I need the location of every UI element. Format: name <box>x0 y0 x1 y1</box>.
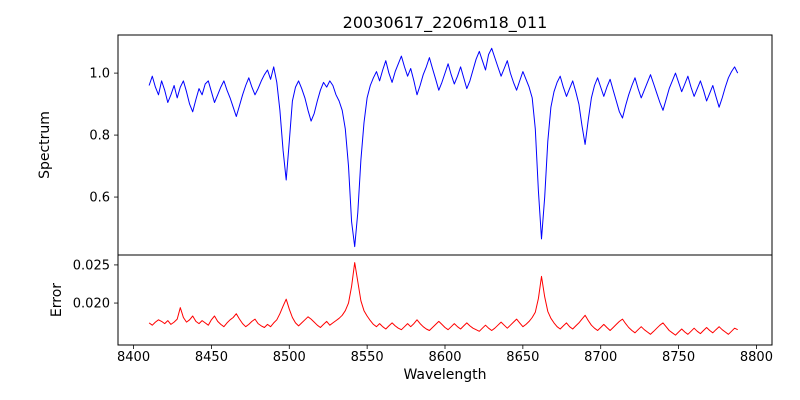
x-tick-label: 8400 <box>117 350 150 365</box>
y-tick-label: 0.8 <box>89 129 110 144</box>
y-tick-label: 0.6 <box>89 191 110 206</box>
x-tick-label: 8550 <box>351 350 384 365</box>
x-tick-label: 8800 <box>740 350 773 365</box>
y-tick-label: 0.020 <box>73 297 110 312</box>
axes-frame <box>117 34 773 256</box>
chart-title: 20030617_2206m18_011 <box>342 13 548 32</box>
x-tick-label: 8500 <box>273 350 306 365</box>
x-axis-label: Wavelength <box>403 367 487 383</box>
x-tick-label: 8700 <box>584 350 617 365</box>
x-tick-label: 8650 <box>506 350 539 365</box>
x-tick-label: 8750 <box>662 350 695 365</box>
axes-frame <box>117 254 773 346</box>
spectrum-line <box>148 47 739 248</box>
y-tick-label: 0.025 <box>73 258 110 273</box>
error-line <box>148 262 738 336</box>
y-tick-label: 1.0 <box>89 67 110 82</box>
x-tick-label: 8450 <box>195 350 228 365</box>
x-tick-label: 8600 <box>428 350 461 365</box>
